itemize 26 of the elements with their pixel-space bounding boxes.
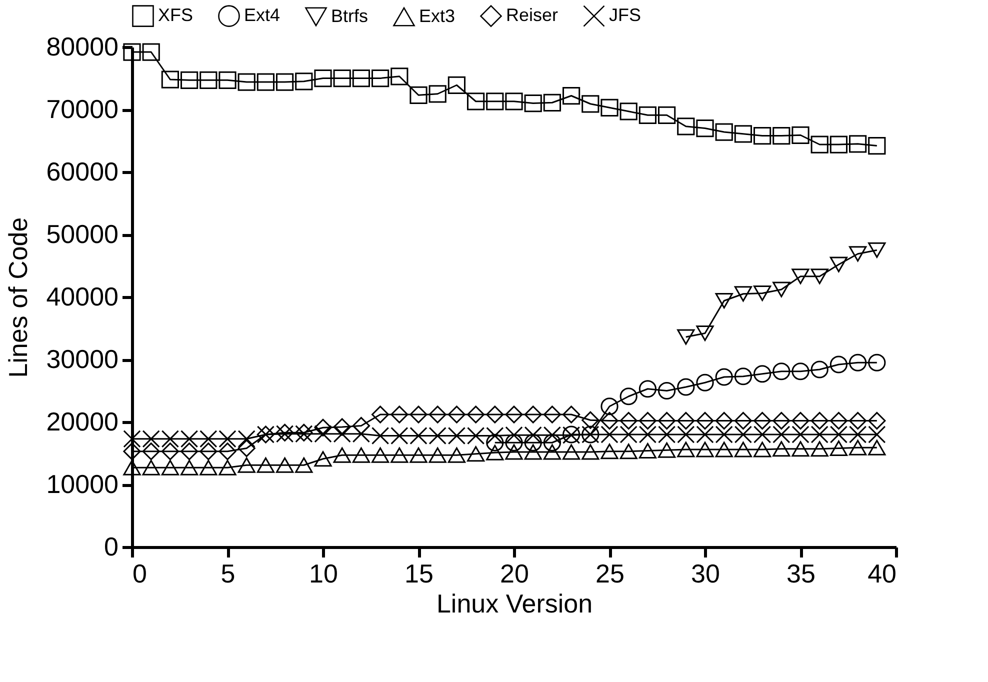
x-tick-label: 15 xyxy=(404,558,434,588)
legend-label: Reiser xyxy=(506,5,558,26)
legend-label: Ext3 xyxy=(419,6,456,26)
y-tick-label: 50000 xyxy=(46,219,118,249)
y-tick-label: 40000 xyxy=(46,282,118,312)
y-tick-label: 30000 xyxy=(46,344,118,374)
x-tick-label: 25 xyxy=(596,558,624,588)
legend-label: Ext4 xyxy=(244,5,280,26)
x-tick-label: 10 xyxy=(309,558,338,588)
y-axis-title: Lines of Code xyxy=(3,217,34,378)
y-tick-label: 60000 xyxy=(46,156,118,186)
x-tick-label: 5 xyxy=(220,558,236,588)
x-tick-label: 30 xyxy=(691,558,720,588)
y-tick-label: 70000 xyxy=(46,94,118,124)
x-tick-label: 0 xyxy=(132,558,147,588)
y-tick-label: 10000 xyxy=(46,469,118,499)
legend-label: Btrfs xyxy=(331,6,368,26)
x-tick-label: 40 xyxy=(868,558,896,588)
y-tick-label: 20000 xyxy=(46,406,118,436)
x-tick-label: 35 xyxy=(786,558,816,588)
x-axis-title: Linux Version xyxy=(436,588,593,618)
y-tick-label: 80000 xyxy=(46,32,118,62)
legend-label: JFS xyxy=(609,5,642,26)
legend-label: XFS xyxy=(158,5,194,26)
y-tick-label: 0 xyxy=(104,532,118,562)
x-tick-label: 20 xyxy=(500,558,529,588)
